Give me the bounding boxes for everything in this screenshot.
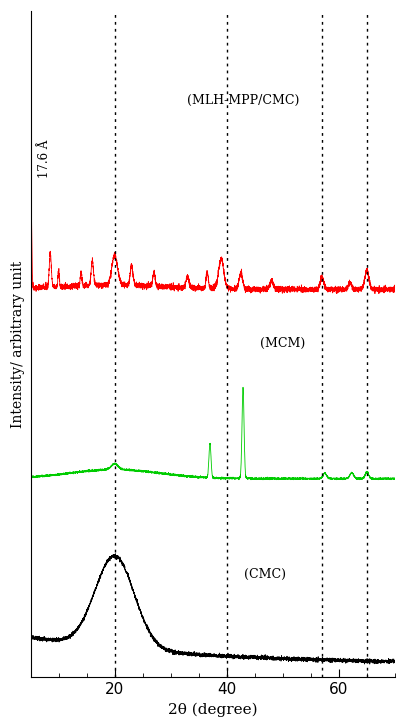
Text: (MCM): (MCM) [260, 337, 305, 350]
X-axis label: 2θ (degree): 2θ (degree) [168, 703, 257, 717]
Text: 17.6 Å: 17.6 Å [38, 140, 51, 178]
Text: (CMC): (CMC) [243, 569, 285, 582]
Y-axis label: Intensity/ arbitrary unit: Intensity/ arbitrary unit [11, 261, 25, 428]
Text: (MLH-MPP/CMC): (MLH-MPP/CMC) [187, 94, 299, 106]
